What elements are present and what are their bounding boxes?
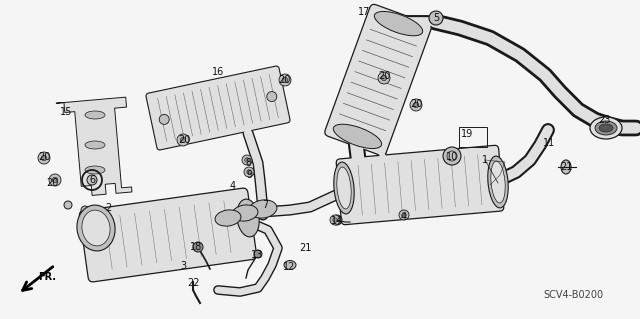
Ellipse shape	[374, 11, 422, 36]
Ellipse shape	[249, 200, 277, 218]
Circle shape	[332, 215, 342, 225]
Circle shape	[52, 177, 58, 183]
Circle shape	[410, 99, 422, 111]
Text: 7: 7	[262, 200, 268, 210]
Text: 6: 6	[89, 175, 95, 185]
Circle shape	[399, 210, 409, 220]
Circle shape	[247, 170, 252, 174]
Text: 4: 4	[401, 212, 407, 222]
Text: 22: 22	[187, 278, 199, 288]
Text: 4: 4	[230, 181, 236, 191]
Text: 20: 20	[278, 75, 290, 85]
Text: 5: 5	[433, 13, 439, 23]
Ellipse shape	[215, 210, 241, 226]
Text: 18: 18	[190, 242, 202, 252]
Circle shape	[244, 167, 254, 177]
Circle shape	[282, 77, 288, 83]
Circle shape	[378, 72, 390, 84]
Text: 20: 20	[178, 135, 190, 145]
Text: 15: 15	[60, 107, 72, 117]
Polygon shape	[56, 97, 132, 196]
Ellipse shape	[337, 167, 351, 209]
Circle shape	[38, 152, 50, 164]
Ellipse shape	[85, 111, 105, 119]
Ellipse shape	[237, 199, 259, 237]
Text: 20: 20	[46, 178, 58, 188]
Text: 10: 10	[446, 152, 458, 162]
Text: 20: 20	[410, 99, 422, 109]
Text: SCV4-B0200: SCV4-B0200	[543, 290, 603, 300]
Circle shape	[87, 175, 97, 185]
Circle shape	[177, 134, 189, 146]
Text: 11: 11	[543, 138, 555, 148]
Ellipse shape	[334, 162, 354, 214]
Text: 13: 13	[251, 250, 263, 260]
Text: 2: 2	[105, 203, 111, 213]
Ellipse shape	[77, 205, 115, 251]
Ellipse shape	[81, 206, 89, 214]
Text: 21: 21	[299, 243, 311, 253]
Text: FR.: FR.	[38, 272, 56, 282]
Circle shape	[443, 147, 461, 165]
Circle shape	[180, 137, 186, 143]
Ellipse shape	[85, 166, 105, 174]
Ellipse shape	[491, 161, 505, 203]
Text: 8: 8	[245, 158, 251, 168]
Bar	[459, 127, 487, 147]
Ellipse shape	[159, 115, 169, 124]
Text: 14: 14	[331, 216, 343, 226]
Ellipse shape	[599, 124, 613, 132]
Ellipse shape	[561, 160, 571, 174]
Ellipse shape	[488, 156, 508, 208]
Text: 19: 19	[461, 129, 473, 139]
FancyBboxPatch shape	[146, 66, 290, 150]
Text: 20: 20	[38, 152, 50, 162]
Circle shape	[279, 74, 291, 86]
Text: 21: 21	[560, 162, 572, 172]
Circle shape	[381, 75, 387, 81]
Circle shape	[254, 250, 262, 258]
Circle shape	[402, 213, 406, 217]
Text: 9: 9	[246, 170, 252, 180]
FancyBboxPatch shape	[324, 4, 431, 156]
Circle shape	[429, 11, 443, 25]
Ellipse shape	[82, 210, 110, 246]
Text: 12: 12	[283, 262, 295, 272]
Circle shape	[49, 174, 61, 186]
Ellipse shape	[333, 124, 381, 149]
Circle shape	[333, 218, 337, 222]
Ellipse shape	[64, 201, 72, 209]
FancyBboxPatch shape	[79, 188, 257, 282]
Text: 17: 17	[358, 7, 370, 17]
Circle shape	[42, 155, 47, 161]
Circle shape	[242, 155, 252, 165]
Ellipse shape	[267, 92, 276, 101]
Circle shape	[413, 102, 419, 108]
Text: 3: 3	[180, 261, 186, 271]
Circle shape	[193, 242, 203, 252]
Ellipse shape	[590, 117, 622, 139]
FancyBboxPatch shape	[336, 145, 504, 225]
Circle shape	[330, 215, 340, 225]
Ellipse shape	[232, 205, 258, 221]
Text: 1: 1	[482, 155, 488, 165]
Text: 20: 20	[378, 71, 390, 81]
Text: 16: 16	[212, 67, 224, 77]
Ellipse shape	[595, 121, 617, 135]
Circle shape	[244, 158, 249, 162]
Ellipse shape	[284, 261, 296, 270]
Ellipse shape	[85, 141, 105, 149]
Text: 23: 23	[598, 115, 610, 125]
